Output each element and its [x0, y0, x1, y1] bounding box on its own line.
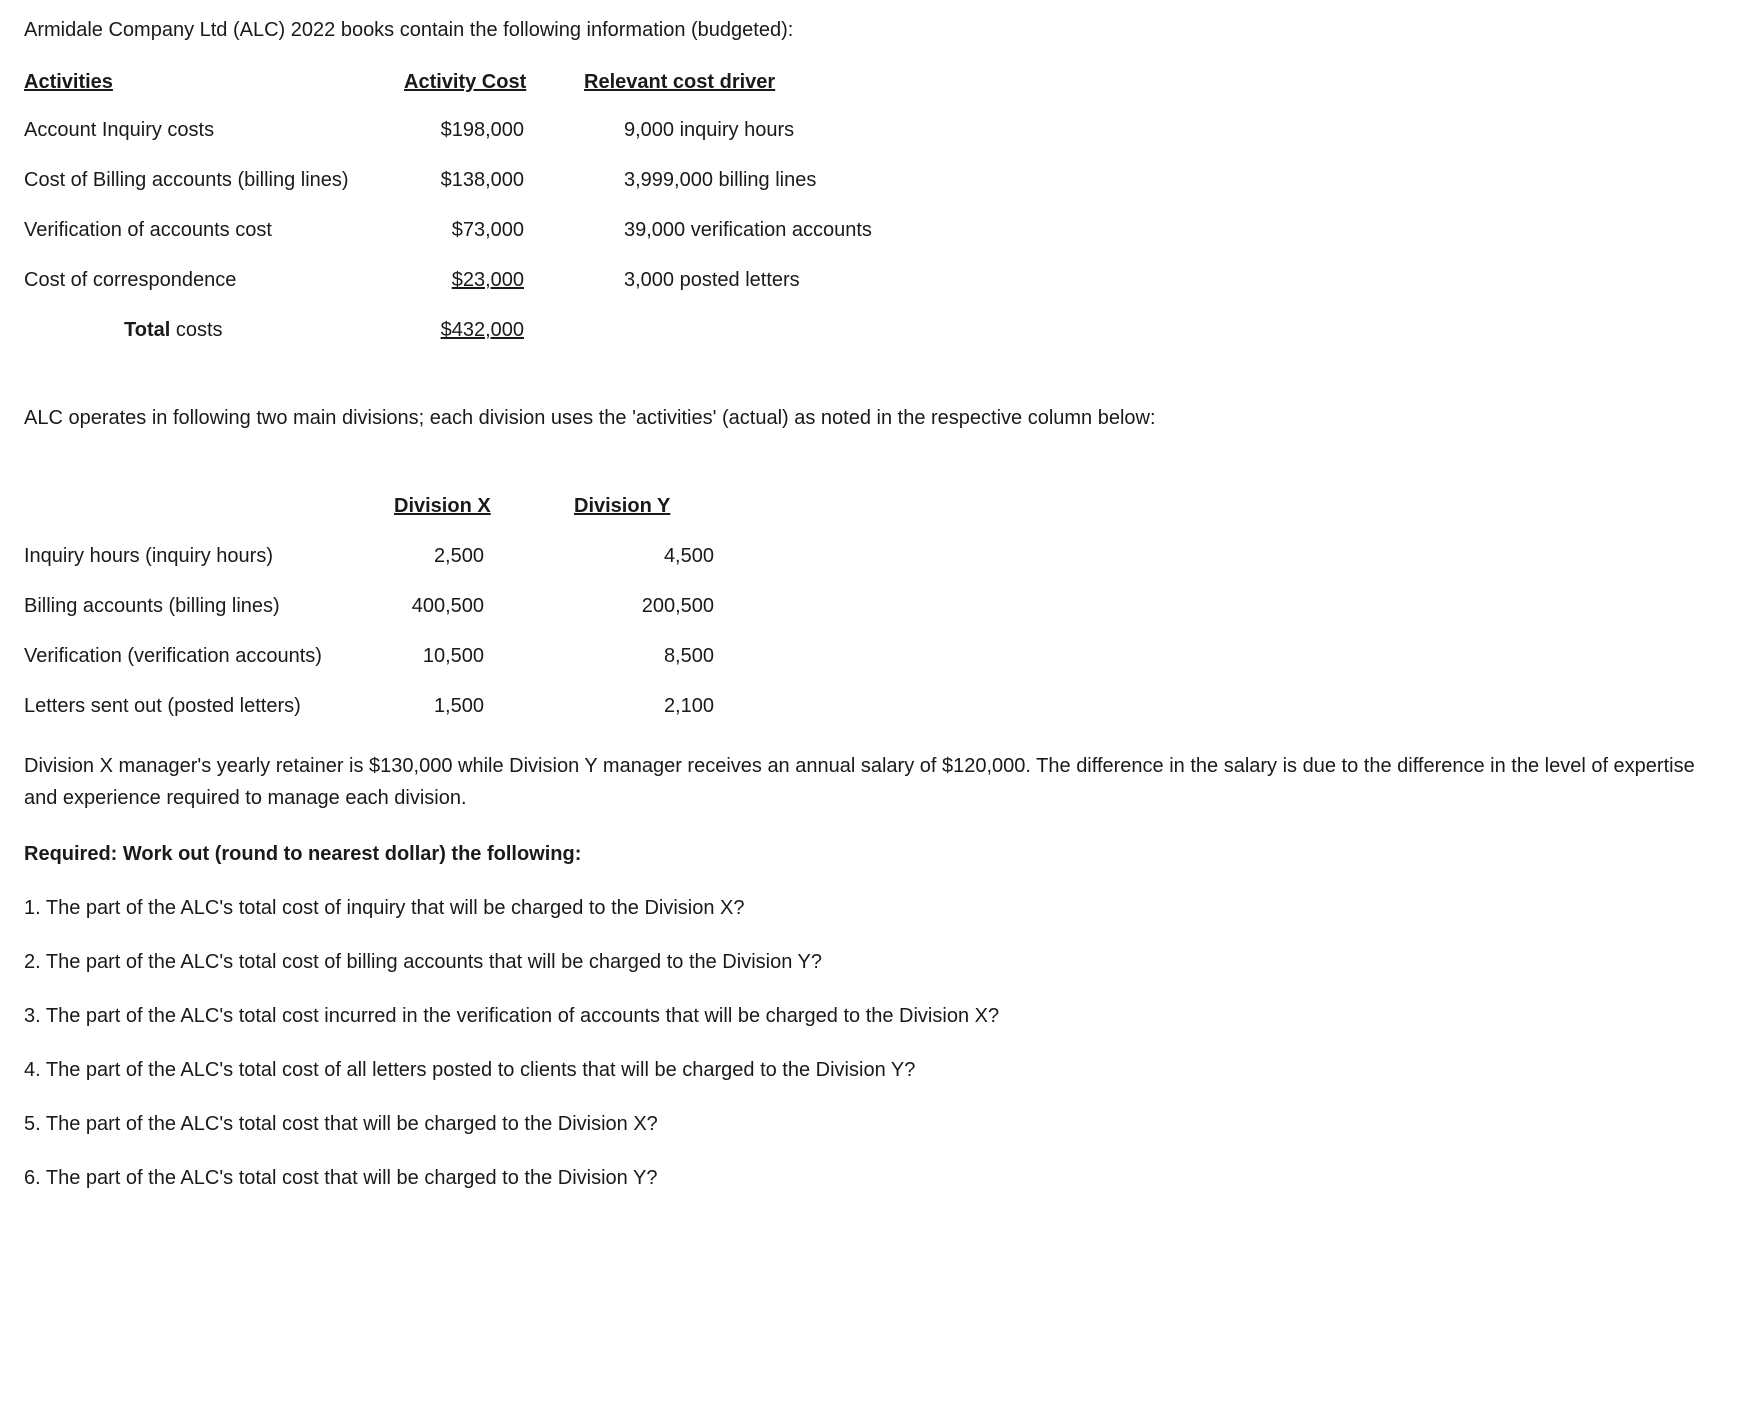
total-value: $432,000 [404, 316, 584, 344]
table-row: Account Inquiry costs $198,000 9,000 inq… [24, 116, 1732, 144]
header-division-x: Division X [394, 492, 574, 520]
question-5: 5. The part of the ALC's total cost that… [24, 1110, 1732, 1138]
activities-table: Activities Activity Cost Relevant cost d… [24, 68, 1732, 344]
total-underline: $432,000 [441, 319, 524, 341]
division-label: Inquiry hours (inquiry hours) [24, 542, 394, 570]
salary-paragraph: Division X manager's yearly retainer is … [24, 750, 1732, 814]
divisions-table: Division X Division Y Inquiry hours (inq… [24, 492, 1732, 720]
question-3: 3. The part of the ALC's total cost incu… [24, 1002, 1732, 1030]
question-6: 6. The part of the ALC's total cost that… [24, 1164, 1732, 1192]
table-row: Verification (verification accounts) 10,… [24, 642, 1732, 670]
table-row: Letters sent out (posted letters) 1,500 … [24, 692, 1732, 720]
division-x-val: 2,500 [394, 542, 574, 570]
division-label: Letters sent out (posted letters) [24, 692, 394, 720]
table-row: Cost of correspondence $23,000 3,000 pos… [24, 266, 1732, 294]
divisions-table-header: Division X Division Y [24, 492, 1732, 520]
driver-cell: 3,999,000 billing lines [584, 166, 816, 194]
cost-underlined: $23,000 [452, 269, 524, 291]
division-x-val: 10,500 [394, 642, 574, 670]
table-row: Verification of accounts cost $73,000 39… [24, 216, 1732, 244]
header-division-y: Division Y [574, 492, 670, 520]
total-rest: costs [170, 319, 222, 341]
driver-cell: 3,000 posted letters [584, 266, 800, 294]
cost-cell: $73,000 [404, 216, 584, 244]
division-y-val: 2,100 [574, 692, 714, 720]
driver-cell: 39,000 verification accounts [584, 216, 872, 244]
required-heading: Required: Work out (round to nearest dol… [24, 840, 1732, 868]
activity-cell: Account Inquiry costs [24, 116, 404, 144]
activity-cell: Cost of correspondence [24, 266, 404, 294]
intro-text: Armidale Company Ltd (ALC) 2022 books co… [24, 16, 1732, 44]
total-label: Total costs [24, 316, 404, 344]
cost-cell: $198,000 [404, 116, 584, 144]
table-row: Inquiry hours (inquiry hours) 2,500 4,50… [24, 542, 1732, 570]
total-bold: Total [124, 319, 170, 341]
driver-cell: 9,000 inquiry hours [584, 116, 794, 144]
cost-cell: $23,000 [404, 266, 584, 294]
cost-cell: $138,000 [404, 166, 584, 194]
division-y-val: 200,500 [574, 592, 714, 620]
header-activity-cost: Activity Cost [404, 68, 584, 96]
header-relevant-driver: Relevant cost driver [584, 68, 775, 96]
header-activities: Activities [24, 68, 404, 96]
division-label: Billing accounts (billing lines) [24, 592, 394, 620]
activity-cell: Verification of accounts cost [24, 216, 404, 244]
table-row: Billing accounts (billing lines) 400,500… [24, 592, 1732, 620]
division-label: Verification (verification accounts) [24, 642, 394, 670]
empty-header [24, 492, 394, 520]
division-y-val: 4,500 [574, 542, 714, 570]
table-row: Cost of Billing accounts (billing lines)… [24, 166, 1732, 194]
question-1: 1. The part of the ALC's total cost of i… [24, 894, 1732, 922]
activity-cell: Cost of Billing accounts (billing lines) [24, 166, 404, 194]
activities-table-header: Activities Activity Cost Relevant cost d… [24, 68, 1732, 96]
question-2: 2. The part of the ALC's total cost of b… [24, 948, 1732, 976]
divisions-intro: ALC operates in following two main divis… [24, 404, 1732, 432]
question-4: 4. The part of the ALC's total cost of a… [24, 1056, 1732, 1084]
division-y-val: 8,500 [574, 642, 714, 670]
total-row: Total costs $432,000 [24, 316, 1732, 344]
division-x-val: 400,500 [394, 592, 574, 620]
division-x-val: 1,500 [394, 692, 574, 720]
